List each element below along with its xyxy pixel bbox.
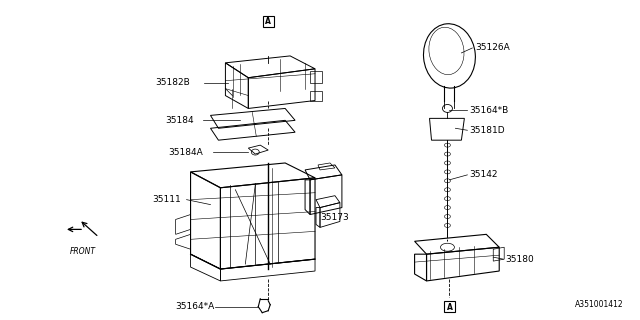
Text: 35111: 35111 (153, 195, 182, 204)
Text: 35182B: 35182B (156, 78, 191, 87)
Bar (263, 16, 274, 27)
Text: 35173: 35173 (320, 213, 349, 222)
Text: A: A (266, 17, 271, 26)
Text: 35164*A: 35164*A (175, 302, 215, 311)
Text: A: A (447, 303, 452, 312)
Text: 35180: 35180 (505, 255, 534, 264)
Text: 35164*B: 35164*B (469, 106, 509, 115)
Bar (444, 301, 455, 312)
Text: 35184A: 35184A (169, 148, 204, 156)
Text: 35142: 35142 (469, 170, 498, 180)
Text: 35181D: 35181D (469, 126, 505, 135)
Text: A351001412: A351001412 (575, 300, 623, 309)
Text: 35184: 35184 (166, 116, 195, 125)
Text: FRONT: FRONT (70, 247, 96, 256)
Text: 35126A: 35126A (476, 44, 510, 52)
